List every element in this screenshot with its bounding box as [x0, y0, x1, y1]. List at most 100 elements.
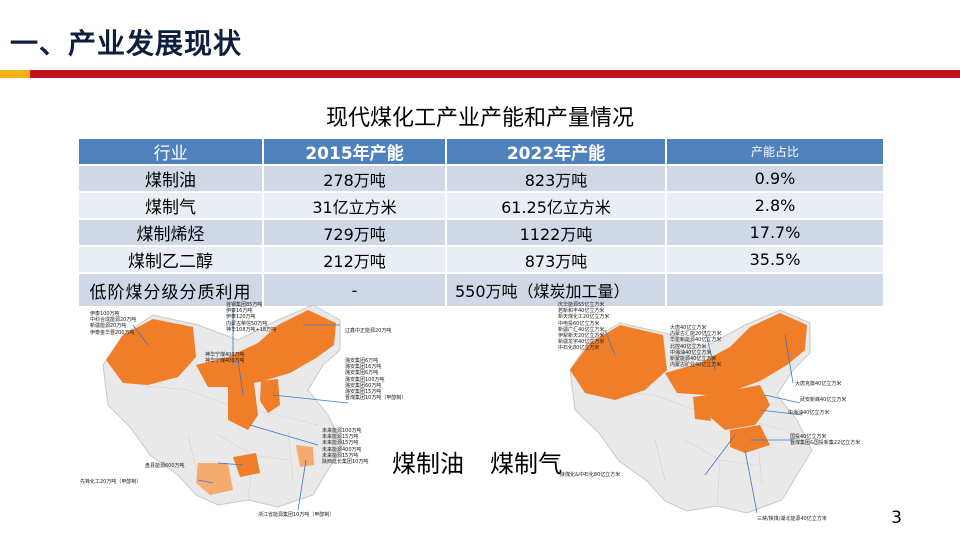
- row-2022: 1122万吨: [445, 218, 667, 247]
- row-industry: 煤制油: [77, 164, 264, 193]
- oil-annotation-yunnan: 先锋化工20万吨（甲醇制）: [80, 479, 141, 485]
- annotation-line: 中电投60亿立方米: [558, 320, 600, 327]
- annotation-line: 中海油40亿立方米: [670, 349, 712, 356]
- annotation-line: 未来能源15万吨: [322, 452, 359, 459]
- annotation-line: 中海油40亿立方米: [788, 410, 830, 416]
- annotation-line: 新天煤化工20亿立方米: [558, 314, 610, 321]
- annotation-line: 盘县能源600万吨: [145, 463, 185, 469]
- annotation-line: 伊泰120万吨: [226, 314, 256, 321]
- page-number: 3: [891, 508, 902, 528]
- annotation-line: 大唐克旗40亿立方米: [795, 381, 842, 387]
- table-row: 煤制烯烃 729万吨 1122万吨 17.7%: [77, 218, 885, 247]
- annotation-line: 若新和丰40亿立方米: [558, 308, 605, 315]
- oil-annotation-ningxia: 神华宁煤400万吨 神华宁煤400万吨: [205, 352, 245, 364]
- annotation-line: 中科合成能源20万吨: [90, 317, 137, 324]
- row-2015: 729万吨: [262, 218, 447, 247]
- zhejiang-region: [296, 445, 314, 467]
- inner-mongolia-region: [196, 310, 336, 387]
- gas-annotation-hebei: 武安新峰40亿立方米: [800, 397, 846, 403]
- header-capacity-share: 产能占比: [665, 137, 885, 166]
- ningxia-shaanxi-region: [228, 383, 258, 430]
- gas-annotation-datang: 大唐克旗40亿立方米: [795, 381, 841, 387]
- row-2022: 873万吨: [445, 245, 667, 274]
- coal-to-oil-label: 煤制油: [392, 450, 464, 478]
- annotation-line: 国投40亿立方米: [790, 434, 827, 440]
- coal-to-gas-map: [569, 309, 813, 514]
- annotation-line: 陕西延长集团10万吨: [322, 459, 369, 466]
- ningxia-region: [693, 395, 711, 421]
- annotation-line: 未来能源400万吨: [322, 446, 362, 453]
- annotation-line: 北控40亿立方米: [670, 343, 707, 350]
- annotation-line: 未来能源15万吨: [322, 434, 359, 441]
- oil-annotation-xinjiang: 伊泰100万吨 中科合成能源20万吨 新疆能源20万吨 伊泰金华晋200万吨: [90, 311, 136, 336]
- header-2015-capacity: 2015年产能: [262, 137, 447, 166]
- annotation-line: 神华108万吨+18万吨: [226, 326, 277, 333]
- annotation-line: 神华宁煤400万吨: [205, 358, 245, 365]
- xinjiang-region: [106, 319, 196, 385]
- gas-annotation-xinjiang: 庆华能源55亿立方米 若新和丰40亿立方米 新天煤化工20亿立方米 中电投60亿…: [558, 302, 609, 352]
- gas-annotation-shandong: 中海油40亿立方米: [788, 410, 829, 416]
- oil-annotation-inner-mongolia: 首钢集团85万吨 伊泰16万吨 伊泰120万吨 内蒙古荣信50万吨 神华108万…: [226, 302, 276, 333]
- row-2022: 61.25亿立方米: [445, 191, 667, 220]
- accent-bar-yellow: [0, 70, 30, 78]
- annotation-line: 潞安集团60万吨: [345, 382, 382, 389]
- annotation-line: 浙江省能源集团10万吨（甲醇制）: [258, 512, 335, 518]
- shanxi-region: [260, 379, 280, 413]
- inner-mongolia-region: [665, 313, 807, 395]
- annotation-line: 伊泰16万吨: [226, 308, 253, 315]
- annotation-line: 内蒙古矿业40亿立方米: [670, 362, 722, 369]
- gas-annotation-henan: 国投40亿立方米 晋煤集团&国投新集22亿立方米: [790, 434, 860, 446]
- header-industry: 行业: [77, 137, 264, 166]
- callout-lines: [604, 329, 803, 514]
- annotation-line: 未来能源100万吨: [322, 428, 362, 434]
- annotation-line: 新疆龙宇40亿立方米: [558, 339, 605, 346]
- annotation-line: 陕煤化&中石化80亿立方米: [560, 472, 621, 478]
- annotation-line: 辽鑫中正能源20万吨: [345, 328, 392, 334]
- yunnan-region: [196, 463, 233, 495]
- annotation-line: 庆华能源55亿立方米: [558, 302, 605, 308]
- row-share: 2.8%: [665, 191, 885, 220]
- annotation-line: 潞安集团6万吨: [345, 358, 379, 364]
- row-2015: 278万吨: [262, 164, 447, 193]
- north-china-region: [705, 385, 770, 430]
- annotation-line: 伊犁新天20亿立方米: [558, 333, 605, 340]
- gas-annotation-inner-mongolia: 大唐40亿立方米 内蒙古汇能20亿立方米 华星新能源40亿立方米 北控40亿立方…: [670, 325, 721, 368]
- row-industry: 低阶煤分级分质利用: [77, 272, 264, 308]
- table-row: 低阶煤分级分质利用 - 550万吨（煤炭加工量）: [77, 272, 885, 308]
- annotation-line: 先锋化工20万吨（甲醇制）: [80, 479, 142, 485]
- annotation-line: 中石化80亿立方米: [558, 345, 600, 352]
- guizhou-region: [233, 453, 260, 477]
- header-2022-capacity: 2022年产能: [445, 137, 667, 166]
- row-share: [665, 272, 885, 308]
- row-industry: 煤制烯烃: [77, 218, 264, 247]
- gas-annotation-south: 三峡/陕煤/湖北能源40亿立方米: [757, 516, 827, 522]
- annotation-line: 伊泰金华晋200万吨: [90, 329, 135, 336]
- row-share: 35.5%: [665, 245, 885, 274]
- annotation-line: 大唐40亿立方米: [670, 325, 707, 331]
- annotation-line: 潞安集团6万吨: [345, 370, 379, 377]
- table-header-row: 行业 2015年产能 2022年产能 产能占比: [77, 137, 885, 166]
- title-underline: [0, 70, 960, 78]
- annotation-line: 华星新能源40亿立方米: [670, 337, 722, 344]
- annotation-line: 晋煤集团&国投新集22亿立方米: [790, 440, 861, 447]
- annotation-line: 未来能源15万吨: [322, 440, 359, 447]
- row-industry: 煤制气: [77, 191, 264, 220]
- row-industry: 煤制乙二醇: [77, 245, 264, 274]
- gas-annotation-west: 陕煤化&中石化80亿立方米: [560, 472, 620, 478]
- annotation-line: 三峡/陕煤/湖北能源40亿立方米: [757, 516, 827, 522]
- row-2015: 31亿立方米: [262, 191, 447, 220]
- table-row: 煤制油 278万吨 823万吨 0.9%: [77, 164, 885, 193]
- row-2022: 823万吨: [445, 164, 667, 193]
- table-row: 煤制气 31亿立方米 61.25亿立方米 2.8%: [77, 191, 885, 220]
- oil-annotation-guizhou: 盘县能源600万吨: [145, 463, 185, 469]
- oil-annotation-zhejiang: 浙江省能源集团10万吨（甲醇制）: [258, 512, 334, 518]
- annotation-line: 新蒙能源40亿立方米: [670, 356, 717, 363]
- row-share: 0.9%: [665, 164, 885, 193]
- table-row: 煤制乙二醇 212万吨 873万吨 35.5%: [77, 245, 885, 274]
- annotation-line: 潞安集团16万吨: [345, 364, 382, 371]
- accent-bar-red: [30, 70, 960, 78]
- annotation-line: 潞安集团15万吨: [345, 389, 382, 396]
- row-2015: -: [262, 272, 447, 308]
- slide-title: 一、产业发展现状: [10, 27, 243, 60]
- annotation-line: 新疆广汇40亿立方米: [558, 326, 605, 333]
